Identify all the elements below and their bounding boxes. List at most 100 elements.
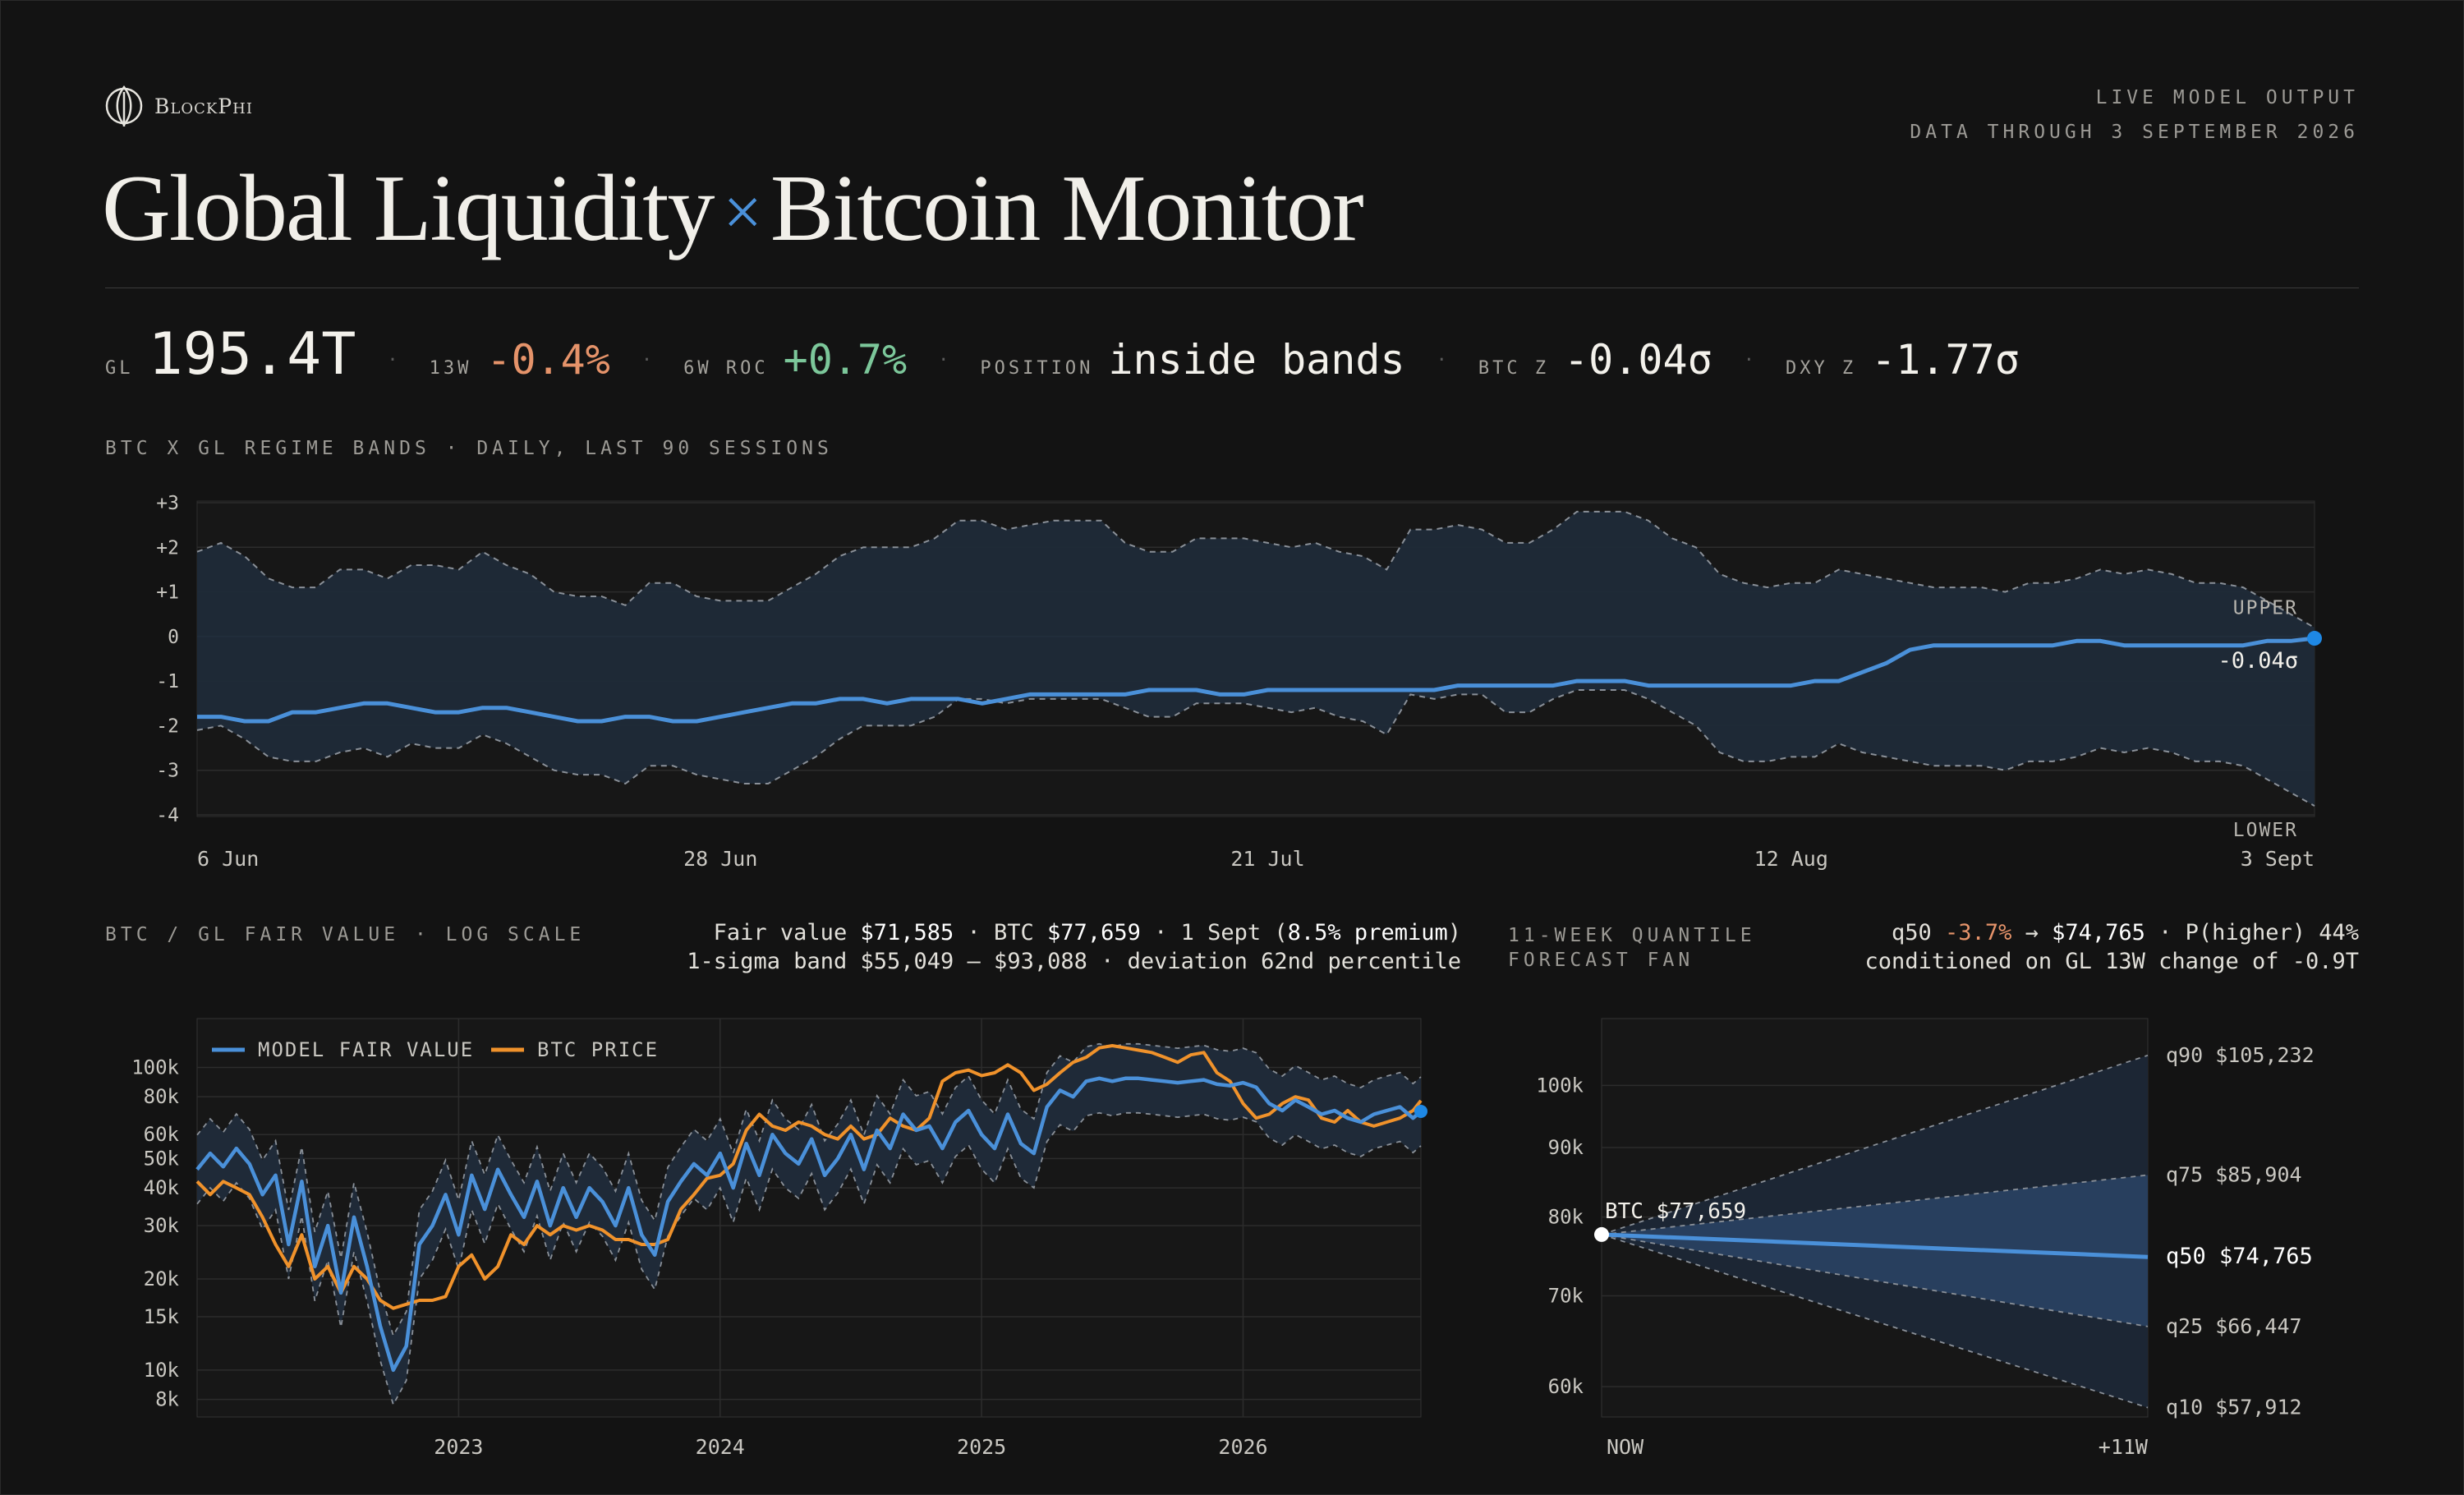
kpi-separator: · [1436, 350, 1447, 370]
y-tick-label: 60k [144, 1123, 180, 1146]
x-tick-label: 6 Jun [197, 847, 259, 871]
kpi-position-label: POSITION [980, 358, 1094, 379]
note-premium: 8.5% premium [1287, 920, 1448, 945]
x-tick-label: 2023 [434, 1435, 483, 1459]
note-text: · 1 Sept ( [1140, 920, 1288, 945]
kpi-roc-value: +0.7% [783, 336, 908, 384]
lower-band-label: LOWER [2233, 820, 2298, 841]
btc-price-line [195, 1044, 1423, 1310]
kpi-separator: · [641, 350, 653, 370]
current-z-label: -0.04σ [2218, 648, 2298, 674]
quantile-label-q25: q25 $66,447 [2166, 1314, 2302, 1338]
regime-bands-chart: +3 +2 +1 0 -1 -2 -3 -4 UPPER LOWER -0.04σ 6 Jun 28 J… [156, 493, 2322, 871]
title-right: Bitcoin Monitor [770, 156, 1364, 261]
median-forecast-line [1601, 1232, 2149, 1259]
kpi-13w-label: 13W [429, 358, 472, 379]
quantile-label-q10: q10 $57,912 [2166, 1396, 2302, 1419]
fair-value-chart-title: BTC / GL FAIR VALUE · LOG SCALE [105, 924, 586, 945]
kpi-strip: GL 195.4T · 13W -0.4% · 6W ROC +0.7% · P… [105, 320, 2020, 388]
kpi-gl-value: 195.4T [148, 320, 356, 388]
x-tick-label: 3 Sept [2241, 847, 2315, 871]
forecast-note-line1: q50 -3.7% → $74,765 · P(higher) 44% [1865, 918, 2359, 947]
title-separator: × [723, 174, 762, 251]
y-tick-label: 80k [1548, 1206, 1584, 1229]
forecast-fan-chart: 60k 70k 80k 90k 100k BTC $77,659 q90 $105,232 q… [1536, 1018, 2315, 1459]
y-tick-label: +1 [156, 582, 179, 604]
y-tick-label: 20k [144, 1267, 180, 1290]
x-tick-label: NOW [1607, 1435, 1644, 1459]
note-text: · BTC [954, 920, 1048, 945]
kpi-position-value: inside bands [1108, 336, 1405, 384]
meta-data-through: DATA THROUGH 3 SEPTEMBER 2026 [1910, 122, 2359, 143]
quantile-line-q75 [1601, 1174, 2149, 1235]
quantile-line-q10 [1601, 1234, 2149, 1409]
note-text: q50 [1892, 920, 1946, 945]
quantile-label-q75: q75 $85,904 [2166, 1162, 2302, 1186]
legend-btc-label: BTC PRICE [537, 1038, 659, 1061]
y-tick-label: 80k [144, 1085, 180, 1108]
x-tick-label: 12 Aug [1754, 847, 1828, 871]
page-title: Global Liquidity × Bitcoin Monitor [102, 154, 1364, 264]
x-tick-label: +11W [2099, 1435, 2149, 1459]
forecast-chart-title: 11-WEEK QUANTILE FORECAST FAN [1508, 925, 1756, 971]
quantile-label-q90: q90 $105,232 [2166, 1043, 2315, 1067]
y-tick-label: 60k [1548, 1375, 1584, 1398]
kpi-dxyz-label: DXY Z [1785, 358, 1857, 379]
y-tick-label: 100k [1536, 1074, 1584, 1097]
x-tick-label: 28 Jun [683, 847, 757, 871]
upper-band-line [196, 510, 2315, 628]
btc-z-line [197, 636, 2315, 724]
y-tick-label: -4 [156, 805, 179, 826]
y-tick-label: 10k [144, 1359, 180, 1382]
note-p-higher: · P(higher) 44% [2145, 920, 2359, 945]
kpi-separator: · [387, 350, 398, 370]
x-tick-label: 2026 [1218, 1435, 1267, 1459]
kpi-btcz-value: -0.04σ [1564, 336, 1712, 384]
kpi-13w-value: -0.4% [486, 336, 610, 384]
regime-band-area [197, 511, 2315, 807]
current-point [2307, 631, 2322, 646]
kpi-gl-label: GL [105, 358, 134, 379]
x-tick-label: 21 Jul [1230, 847, 1304, 871]
quantile-label-q50: q50 $74,765 [2166, 1244, 2313, 1269]
kpi-btcz-label: BTC Z [1478, 358, 1550, 379]
fair-value-band [197, 1043, 1421, 1405]
fair-value-note: Fair value $71,585 · BTC $77,659 · 1 Sep… [687, 918, 1461, 976]
kpi-separator: · [1743, 350, 1754, 370]
fan-inner-band [1602, 1175, 2148, 1327]
y-tick-label: 40k [144, 1176, 180, 1199]
note-q50-change: -3.7% [1945, 920, 2012, 945]
y-tick-label: -1 [156, 671, 179, 692]
x-tick-label: 2025 [957, 1435, 1006, 1459]
y-tick-label: 50k [144, 1147, 180, 1170]
y-tick-label: +3 [156, 493, 179, 514]
fair-value-note-line1: Fair value $71,585 · BTC $77,659 · 1 Sep… [687, 918, 1461, 947]
y-tick-label: 70k [1548, 1284, 1584, 1307]
note-arrow: → [2011, 920, 2053, 945]
btc-start-label: BTC $77,659 [1605, 1199, 1746, 1224]
data-meta: LIVE MODEL OUTPUT DATA THROUGH 3 SEPTEMB… [1910, 80, 2359, 150]
brand-name: BlockPhi [154, 94, 253, 118]
x-tick-label: 2024 [696, 1435, 745, 1459]
forecast-note-line2: conditioned on GL 13W change of -0.9T [1864, 949, 2359, 974]
current-fair-point [1414, 1104, 1427, 1118]
regime-chart-title: BTC X GL REGIME BANDS · DAILY, LAST 90 S… [105, 438, 833, 459]
y-tick-label: -2 [156, 715, 179, 737]
band-lower-line [196, 1111, 1422, 1407]
upper-band-label: UPPER [2233, 598, 2298, 619]
title-left: Global Liquidity [102, 156, 715, 261]
y-tick-label: 30k [144, 1214, 180, 1237]
kpi-dxyz-value: -1.77σ [1871, 336, 2020, 384]
note-text: ) [1447, 920, 1461, 945]
y-tick-label: 100k [131, 1056, 179, 1079]
note-fair-value: $71,585 [860, 920, 954, 945]
kpi-separator: · [938, 350, 949, 370]
note-text: Fair value [713, 920, 861, 945]
forecast-note: q50 -3.7% → $74,765 · P(higher) 44% cond… [1865, 918, 2359, 976]
brand: BlockPhi [105, 80, 253, 131]
quantile-line-q90 [1601, 1054, 2149, 1235]
leaf-logo-icon [105, 85, 143, 127]
quantile-line-q25 [1601, 1234, 2149, 1327]
y-tick-label: -3 [156, 761, 179, 782]
